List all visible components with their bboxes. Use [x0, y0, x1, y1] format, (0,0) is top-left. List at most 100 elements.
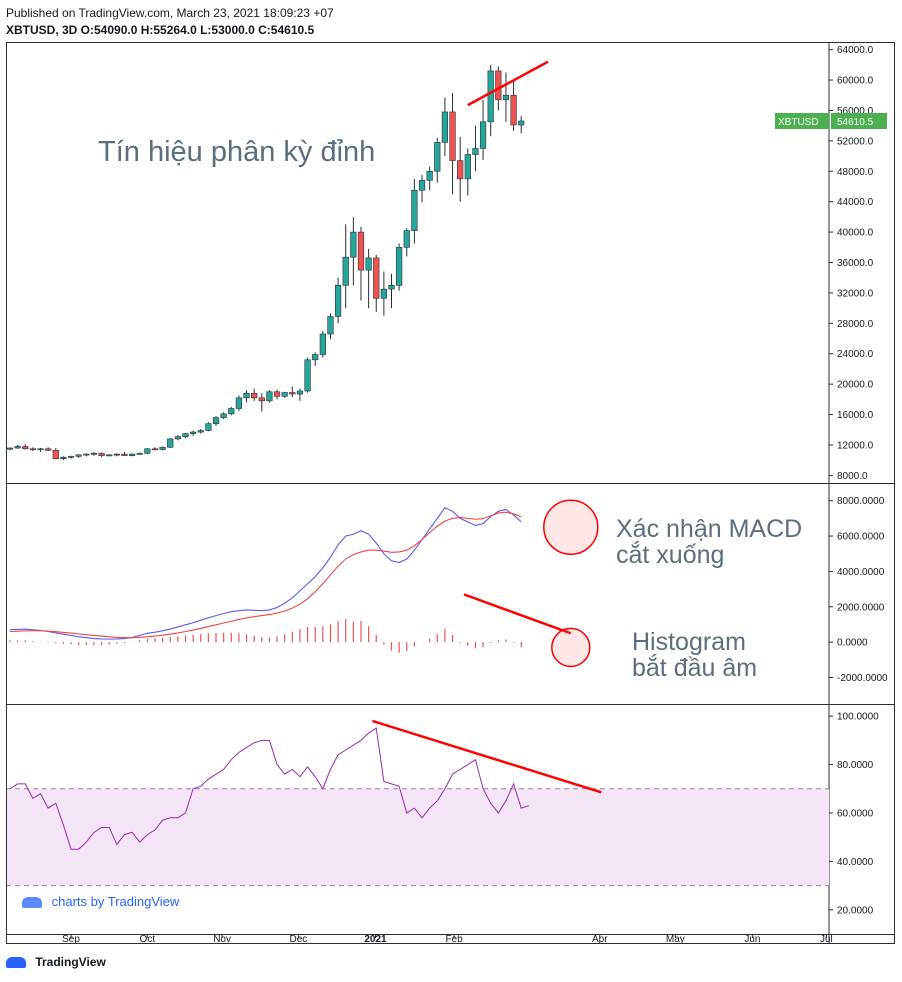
last-price-label: 54610.5 [837, 117, 874, 128]
candle-body [182, 433, 189, 437]
candle-body [281, 392, 288, 397]
candle-body [457, 160, 464, 180]
candle-body [113, 453, 120, 456]
candle-body [495, 70, 502, 101]
candle-body [380, 288, 387, 299]
watermark-label: charts by TradingView [51, 894, 180, 909]
candle-body [266, 391, 273, 402]
candle-body [235, 397, 243, 409]
symbol-ohlc: XBTUSD, 3D O:54090.0 H:55264.0 L:53000.0… [6, 23, 315, 37]
candle-body [388, 285, 395, 290]
candle-body [52, 450, 59, 459]
annotation-histogram-2: bắt đầu âm [632, 654, 758, 682]
candle-body [220, 413, 227, 418]
candle-body [426, 170, 433, 181]
candle-body [106, 454, 113, 457]
price-axis-tick-label: 52000.0 [837, 136, 874, 147]
candle-body [441, 111, 449, 143]
candle-body [487, 70, 494, 123]
price-axis-tick-label: 44000.0 [837, 197, 874, 208]
price-axis-tick-label: 24000.0 [837, 349, 874, 360]
candle-body [304, 359, 311, 392]
price-axis-tick-label: 12000.0 [837, 440, 874, 451]
candle-body [518, 120, 525, 126]
candle-body [319, 333, 326, 355]
candle-body [396, 246, 403, 286]
candle-body [159, 446, 166, 450]
candle-body [418, 180, 426, 191]
chart-canvas[interactable]: 64000.0 60000.0 56000.0 52000.0 48000.0 44000… [6, 42, 895, 944]
chart-frame [6, 42, 895, 944]
candle-body [357, 231, 365, 271]
candle-body [90, 453, 98, 455]
candle-body [60, 456, 67, 459]
macd-cross-circle [543, 499, 599, 555]
candle-body [22, 446, 29, 450]
time-tick-label: Feb [445, 934, 463, 944]
candle-body [411, 189, 418, 231]
macd-axis-tick-label: 2000.0000 [837, 602, 885, 613]
macd-axis-tick-label: -2000.0000 [837, 673, 888, 684]
price-axis-tick-label: 32000.0 [837, 288, 874, 299]
rsi-axis-tick-label: 20.0000 [837, 905, 874, 916]
rsi-axis-tick-label: 60.0000 [837, 808, 874, 819]
candle-body [144, 448, 151, 454]
rsi-axis-tick-label: 80.0000 [837, 760, 874, 771]
candle-body [83, 453, 90, 456]
price-axis-tick-label: 56000.0 [837, 106, 874, 117]
price-axis-tick-label: 20000.0 [837, 380, 874, 391]
price-axis-tick-label: 36000.0 [837, 258, 874, 269]
candle-body [510, 94, 517, 126]
macd-axis-tick-label: 0.0000 [837, 638, 868, 649]
candle-body [373, 257, 380, 299]
candle-body [75, 454, 82, 457]
candle-body [258, 397, 265, 402]
candle-body [334, 285, 342, 317]
candle-body [502, 94, 510, 101]
candle-body [67, 456, 75, 458]
candle-body [14, 446, 21, 449]
tradingview-logo-icon [6, 957, 26, 969]
candle-body [342, 256, 349, 286]
time-tick-label: Oct [140, 934, 156, 944]
rsi-axis-tick-label: 100.0000 [837, 712, 879, 723]
candle-body [243, 392, 250, 399]
candle-body [190, 431, 197, 434]
price-axis-tick-label: 48000.0 [837, 167, 874, 178]
candle-body [174, 436, 181, 440]
price-axis-tick-label: 64000.0 [837, 45, 874, 56]
macd-axis-tick-label: 6000.0000 [837, 532, 885, 543]
price-axis-tick-label: 40000.0 [837, 228, 874, 239]
time-tick-label: Jun [744, 934, 760, 944]
annotation-macd-confirm-1: Xác nhận MACD [616, 515, 803, 543]
time-tick-label: May [666, 934, 685, 944]
publish-info: Published on TradingView.com, March 23, … [6, 6, 334, 20]
tradingview-watermark[interactable]: charts by TradingView [22, 894, 179, 909]
symbol-badge-label: XBTUSD [778, 117, 819, 128]
rsi-axis-tick-label: 40.0000 [837, 857, 874, 868]
candle-body [205, 423, 212, 431]
macd-axis-tick-label: 4000.0000 [837, 567, 885, 578]
annotation-histogram-1: Histogram [632, 628, 746, 656]
last-price-badge [831, 112, 887, 129]
candle-body [296, 390, 304, 395]
annotation-macd-confirm-2: cắt xuống [616, 541, 725, 569]
price-axis-tick-label: 28000.0 [837, 319, 874, 330]
rsi-trendline [372, 719, 602, 794]
macd-line [9, 507, 522, 640]
candle-body [228, 408, 235, 415]
footer-label: TradingView [35, 955, 106, 969]
candle-body [212, 417, 220, 424]
price-axis-tick-label: 8000.0 [837, 471, 868, 482]
rsi-line [9, 727, 529, 850]
candle-body [289, 392, 296, 395]
candle-body [37, 448, 44, 451]
candle-body [45, 448, 52, 451]
candle-body [29, 448, 36, 451]
macd-axis-tick-label: 8000.0000 [837, 496, 885, 507]
candle-body [251, 392, 258, 399]
candle-body [327, 316, 334, 335]
signal-line [9, 511, 522, 639]
time-tick-label: Nov [213, 934, 231, 944]
footer-logo[interactable]: TradingView [6, 955, 106, 969]
